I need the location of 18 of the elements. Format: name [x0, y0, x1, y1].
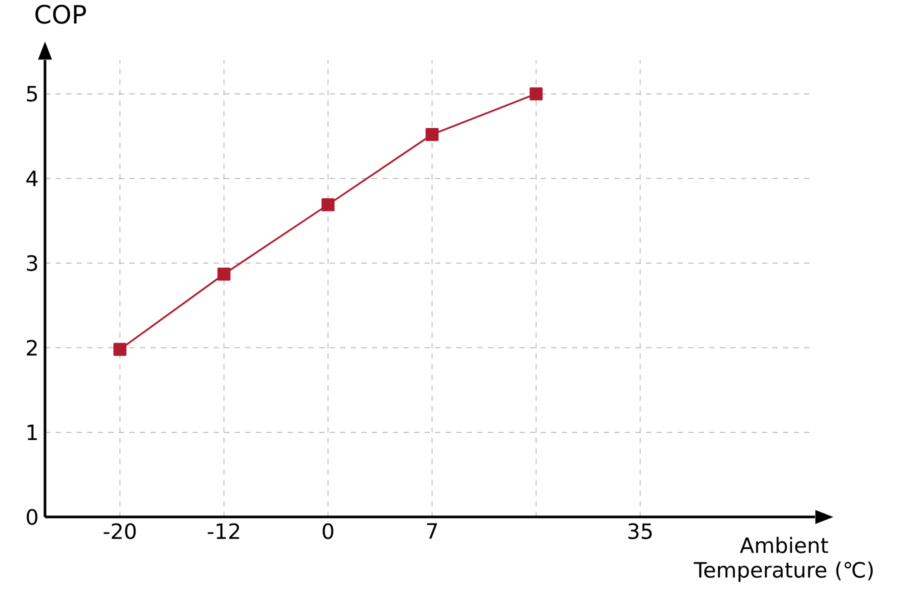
point	[322, 198, 335, 212]
point	[217, 268, 230, 281]
y-tick-label: 2	[26, 340, 37, 356]
x-tick-label: -20	[104, 523, 136, 540]
x-tick-label: 0	[322, 523, 334, 540]
y-tick-label: 5	[27, 86, 37, 102]
point	[426, 128, 439, 141]
y-tick-label: 3	[26, 255, 38, 272]
y-axis-title: COP	[35, 4, 86, 24]
x-tick-label: 35	[628, 523, 652, 540]
x-tick-label: 7	[427, 523, 437, 539]
point	[530, 87, 543, 100]
y-tick-label: 0	[26, 509, 38, 525]
x-axis-title: Ambient Temperature (℃)	[694, 536, 873, 582]
x-tick-label: -12	[208, 523, 240, 539]
point	[113, 342, 126, 356]
y-tick-label: 4	[26, 170, 38, 186]
y-tick-label: 1	[28, 424, 37, 440]
